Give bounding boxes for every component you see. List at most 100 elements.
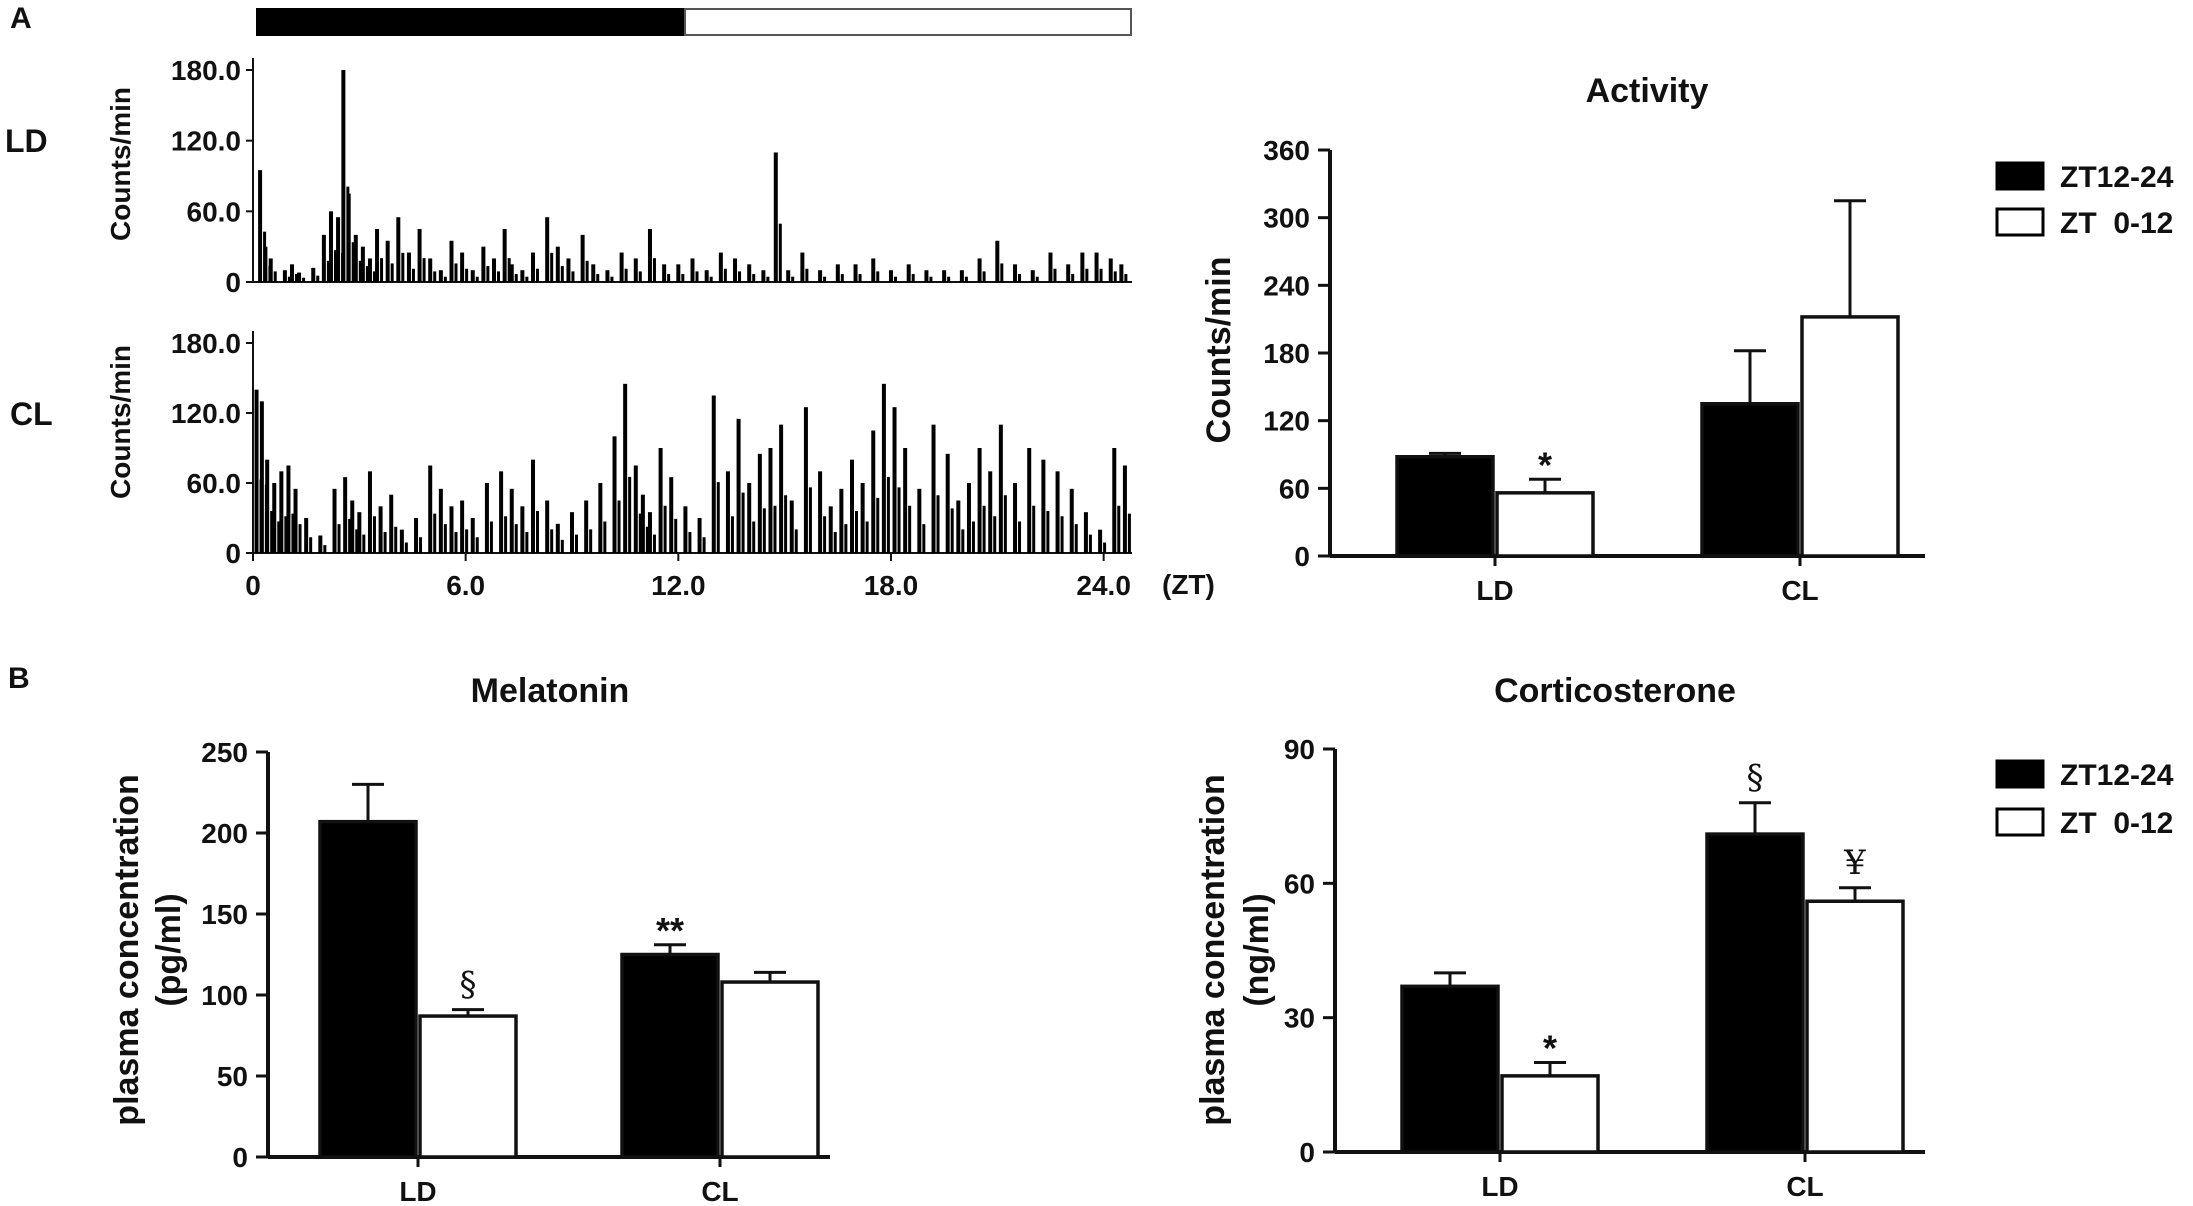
corticosterone-y-tick-label: 60: [1284, 868, 1315, 899]
melatonin-bar-ld-dark: [318, 819, 418, 1159]
actogram-ld-activity-bar: [800, 252, 805, 282]
actogram-ld-activity-bar: [580, 234, 585, 282]
actogram-ld-activity-bar: [681, 274, 685, 282]
actogram-ld-activity-bar: [289, 264, 294, 282]
actogram-ld-activity-bar: [1071, 274, 1075, 282]
actogram-cl-activity-bar: [259, 401, 264, 553]
actogram-cl-activity-bar: [645, 526, 649, 553]
corticosterone-category-label-ld: LD: [1481, 1171, 1518, 1202]
actogram-ld-activity-bar: [723, 268, 727, 282]
actogram-cl-activity-bar: [372, 516, 376, 553]
actogram-cl-activity-bar: [293, 488, 298, 553]
actogram-ld-activity-bar: [396, 217, 401, 282]
light-phase-bar: [684, 8, 1132, 36]
actogram-ld-activity-bar: [507, 258, 511, 282]
actogram-cl-activity-bar: [291, 513, 295, 553]
actogram-cl-activity-bar: [350, 500, 355, 553]
actogram-ld-activity-bar: [294, 274, 298, 282]
actogram-cl-activity-bar: [337, 524, 341, 553]
actogram-cl-activity-bar: [1127, 513, 1131, 553]
melatonin-ylabel-line1: plasma concentration: [108, 774, 146, 1125]
actogram-ld-activity-bar: [333, 250, 337, 282]
corticosterone-category-label-cl: CL: [1786, 1171, 1823, 1202]
actogram-cl-activity-bar: [254, 389, 259, 553]
actogram-cl-activity-bar: [784, 495, 788, 553]
corticosterone-ylabel-line2: (ng/ml): [1238, 893, 1276, 1006]
actogram-cl-y-tick-label: 180.0: [171, 328, 241, 359]
actogram-ld-activity-bar: [525, 276, 529, 282]
actogram-cl-activity-bar: [1003, 495, 1007, 553]
actogram-cl-activity-bar: [886, 476, 890, 553]
corticosterone-y-tick-label: 90: [1284, 734, 1315, 765]
actogram-ld-activity-bar: [282, 270, 287, 282]
actogram-cl-activity-bar: [343, 477, 348, 553]
legend-bottom-light-label: ZT 0-12: [2060, 807, 2173, 840]
legend-bottom-dark-swatch: [1995, 759, 2045, 789]
actogram-ld-activity-bar: [605, 270, 610, 282]
actogram-ld-activity-bar: [818, 270, 823, 282]
actogram-ld-activity-bar: [263, 246, 268, 282]
actogram-cl-activity-bar: [903, 448, 908, 553]
actogram-cl-activity-bar: [428, 465, 433, 553]
actogram-cl-y-tick-label: 0: [225, 538, 241, 569]
corticosterone-significance-marker: ¥: [1843, 843, 1866, 883]
actogram-ld-activity-bar: [906, 264, 911, 282]
actogram-ld-activity-bar: [1066, 264, 1071, 282]
actogram-cl-activity-bar: [298, 524, 302, 553]
actogram-cl-activity-bar: [617, 500, 621, 553]
panel-label-a: A: [10, 2, 32, 35]
actogram-ld-activity-bar: [514, 274, 518, 282]
actogram-ld-activity-bar: [365, 266, 369, 282]
actogram-ld-activity-bar: [888, 270, 893, 282]
actogram-cl-activity-bar: [936, 495, 940, 553]
activity-y-tick-label: 120: [1263, 406, 1310, 437]
corticosterone-bar-ld-dark: [1400, 984, 1500, 1154]
actogram-cl-activity-bar: [773, 505, 777, 553]
actogram-ld-activity-bar: [1085, 268, 1089, 282]
actogram-cl-activity-bar: [531, 459, 536, 553]
actogram-ld-activity-bar: [638, 271, 642, 282]
actogram-cl-activity-bar: [669, 477, 674, 553]
actogram-cl-activity-bar: [623, 383, 628, 553]
actogram-ld-activity-bar: [422, 258, 426, 282]
actogram-cl-activity-bar: [1060, 516, 1064, 553]
actogram-ld-activity-bar: [747, 264, 752, 282]
actogram-ld-activity-bar: [454, 263, 458, 282]
actogram-ld-activity-bar: [752, 274, 756, 282]
actogram-ld-activity-bar: [268, 258, 273, 282]
corticosterone-bar-cl-light: [1805, 899, 1905, 1154]
activity-y-tick-label: 360: [1263, 135, 1310, 166]
actogram-ld-activity-bar: [1080, 252, 1085, 282]
actogram-ld-activity-bar: [358, 260, 362, 282]
actogram-cl-activity-bar: [711, 395, 716, 553]
actogram-ld-activity-bar: [297, 272, 302, 282]
melatonin-chart: Melatonin plasma concentration (pg/ml) 0…: [108, 672, 830, 1206]
actogram-cl-activity-bar: [460, 500, 465, 553]
actogram-ld-activity-bar: [328, 211, 333, 282]
actogram-cl-activity-bar: [555, 523, 560, 553]
actogram-ld-activity-bar: [287, 276, 291, 282]
actogram-ld-activity-bar: [647, 229, 652, 282]
actogram-ld-activity-bar: [1000, 263, 1004, 282]
actogram-ld-activity-bar: [341, 70, 346, 282]
actogram-ld-activity-bar: [560, 266, 564, 282]
actogram-ld-activity-bar: [336, 217, 341, 282]
actogram-cl-activity-bar: [658, 448, 663, 553]
actogram-cl-activity-bar: [897, 487, 901, 553]
legend-top-light-swatch: [1995, 207, 2045, 237]
actogram-ld-activity-bar: [761, 270, 766, 282]
activity-category-label-cl: CL: [1781, 575, 1818, 606]
actogram-ld-activity-bar: [982, 271, 986, 282]
actogram-cl-activity-bar: [961, 529, 965, 553]
melatonin-bar-cl-dark: [620, 952, 720, 1159]
melatonin-y-tick-label: 0: [232, 1142, 248, 1173]
actogram-cl-activity-bar: [1117, 505, 1121, 553]
actogram-ld-activity-bar: [346, 193, 351, 282]
actogram-cl-activity-bar: [1018, 521, 1022, 553]
activity-significance-marker: *: [1538, 444, 1552, 485]
actogram-cl-activity-bar: [404, 542, 408, 553]
actogram-cl-activity-bar: [1098, 529, 1103, 553]
actogram-ld-activity-bar: [585, 260, 589, 282]
actogram-ld-activity-bar: [311, 267, 316, 282]
